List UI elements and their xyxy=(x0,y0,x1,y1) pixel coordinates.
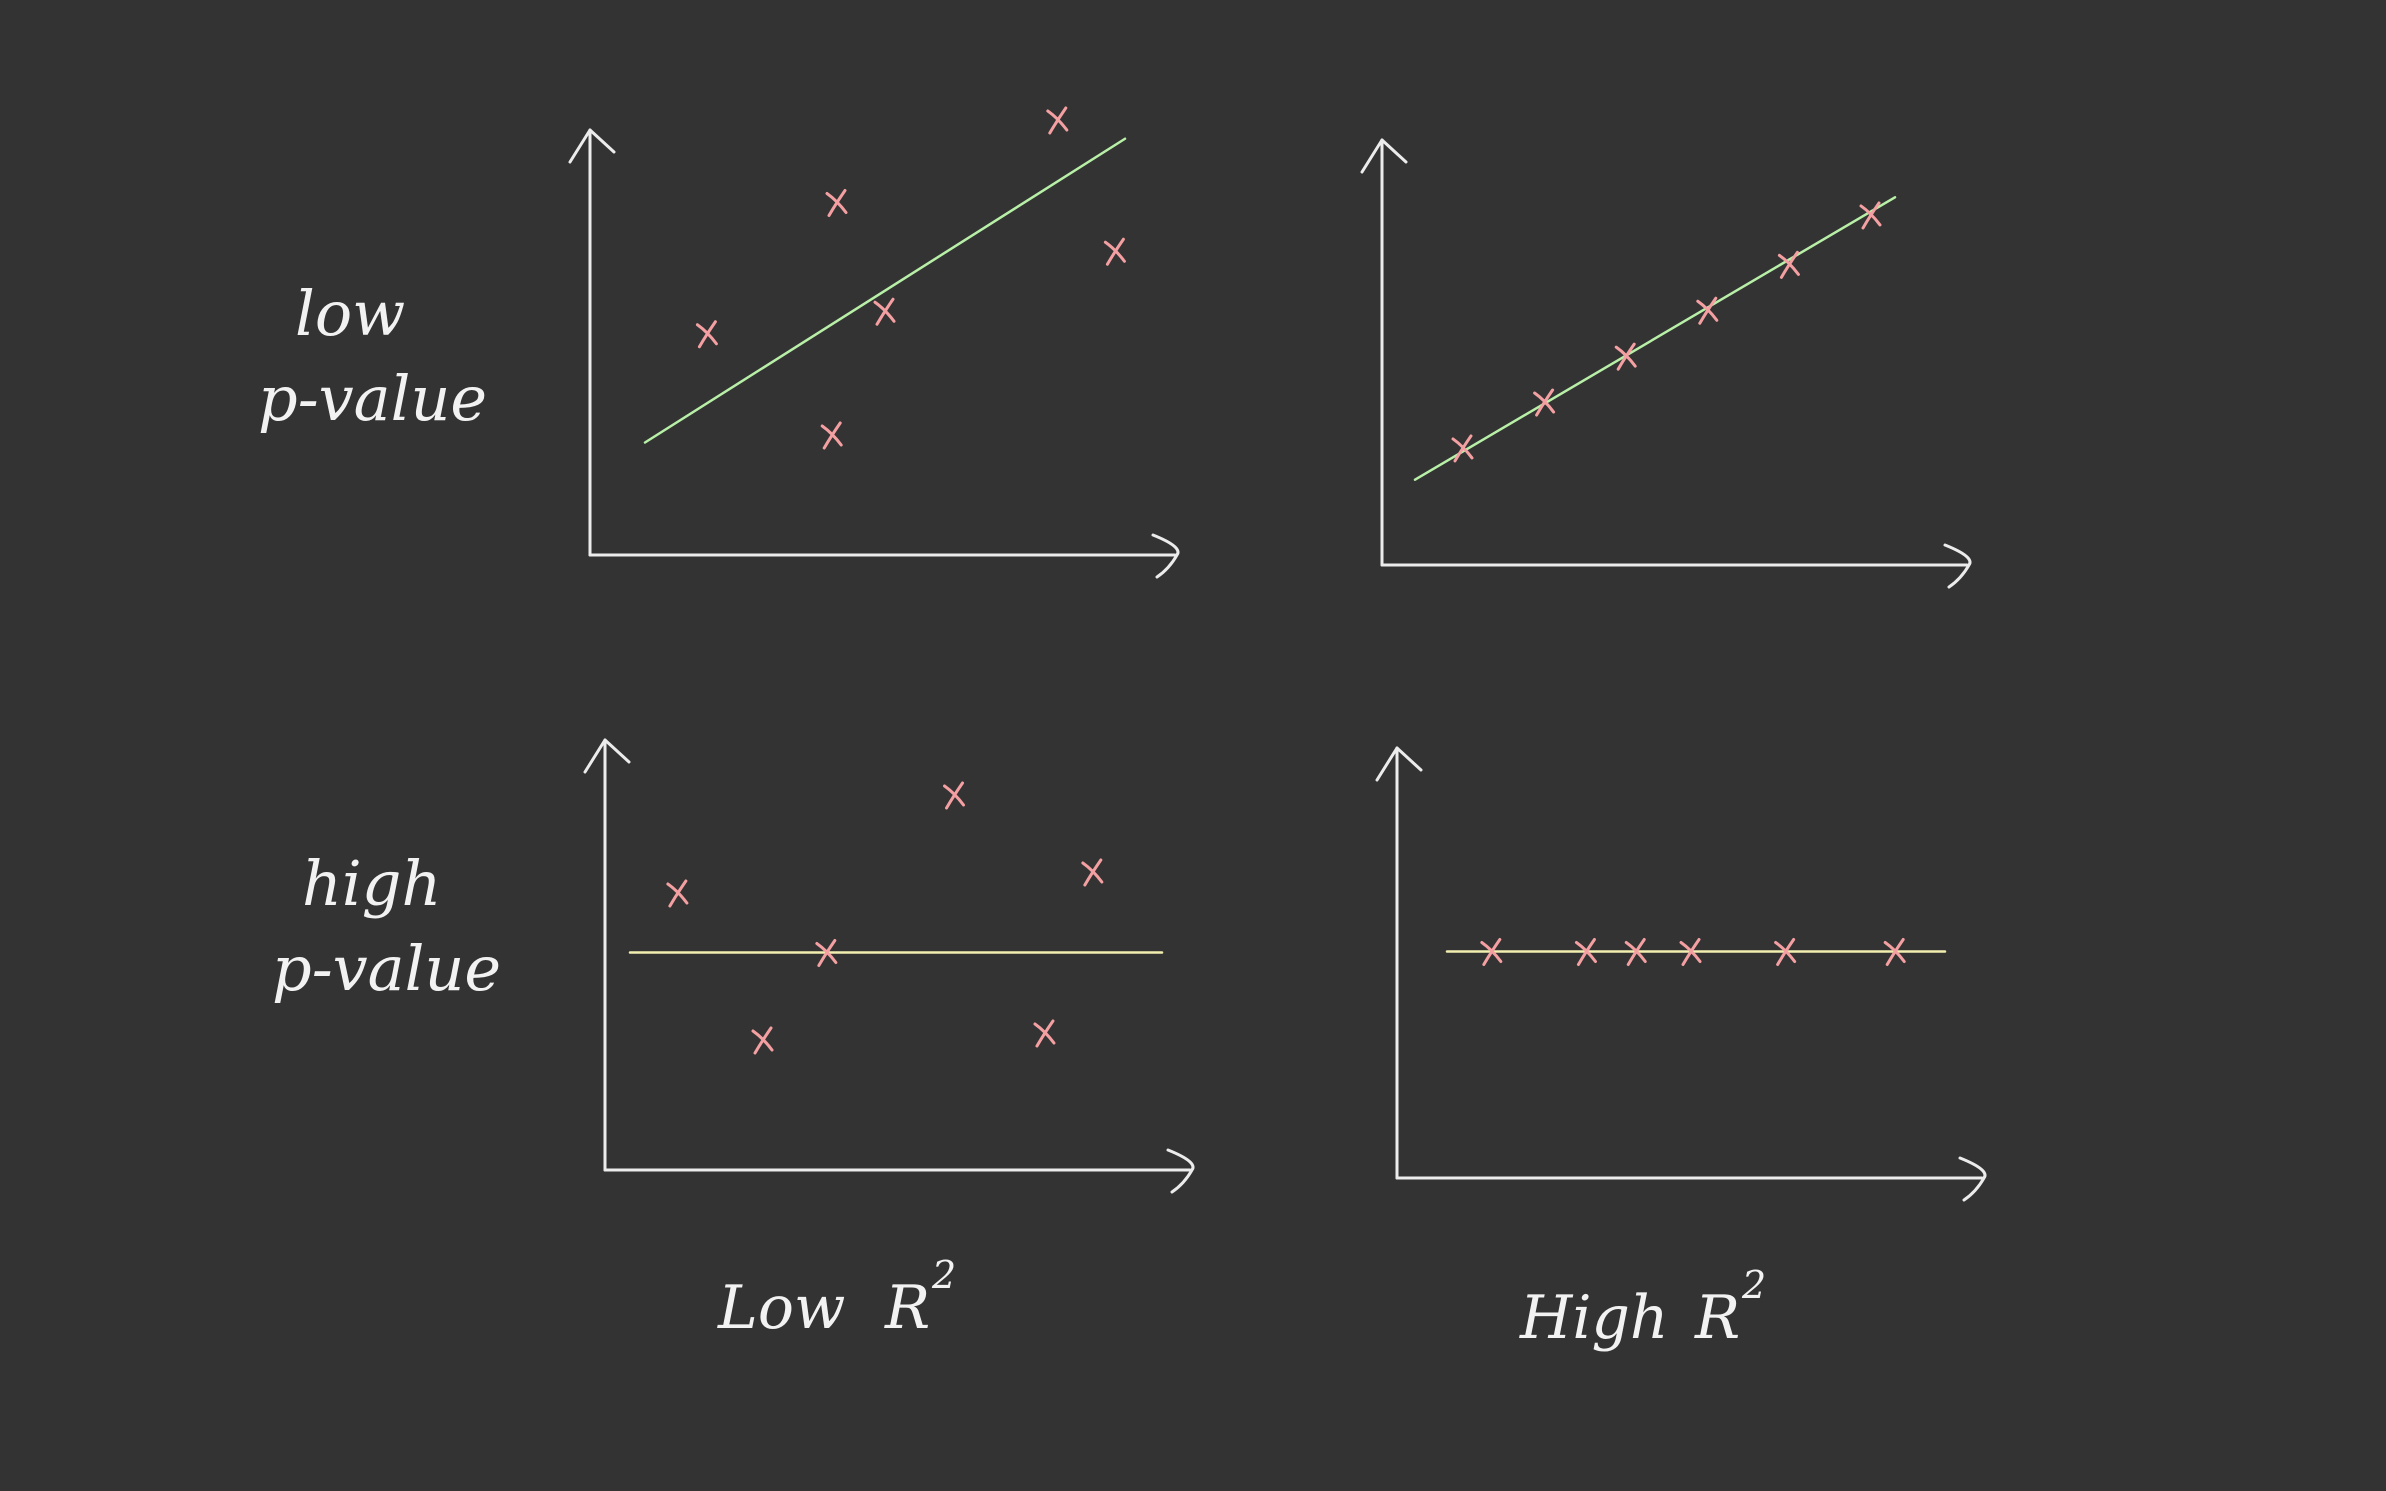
y-axis-arrow xyxy=(1375,746,1423,782)
scatter-panel-high-p-low-r2 xyxy=(583,738,1195,1194)
data-point-marker xyxy=(1774,938,1797,966)
data-point-marker xyxy=(1679,938,1702,966)
data-point-marker xyxy=(815,939,838,967)
data-point-marker xyxy=(1033,1019,1056,1048)
column-label-high-r2: High R 2 xyxy=(1519,1263,1766,1353)
row-label-low-p-value: low p-value xyxy=(258,277,487,435)
data-point-marker xyxy=(1777,250,1800,279)
data-point-marker xyxy=(1046,106,1069,135)
row-label-low-line2: p-value xyxy=(258,362,487,435)
data-point-marker xyxy=(1480,938,1503,966)
data-point-marker xyxy=(751,1026,774,1055)
data-point-marker xyxy=(1103,237,1126,266)
column-label-low-r2: Low R 2 xyxy=(717,1253,956,1343)
x-axis-arrow xyxy=(1151,533,1180,579)
y-axis-arrow xyxy=(568,128,616,164)
data-point-marker xyxy=(825,189,848,217)
fit-line xyxy=(643,137,1127,444)
column-label-high-text: High xyxy=(1519,1283,1669,1353)
data-point-marker xyxy=(1696,296,1719,325)
data-point-marker xyxy=(820,421,843,450)
y-axis-arrow xyxy=(1360,138,1408,174)
data-point-marker xyxy=(1883,938,1906,966)
data-point-marker xyxy=(873,297,896,326)
fit-line xyxy=(1413,196,1897,481)
data-point-marker xyxy=(943,781,966,810)
column-label-low-superscript: 2 xyxy=(931,1253,956,1297)
data-point-marker xyxy=(1533,388,1556,417)
data-point-marker xyxy=(666,879,689,908)
x-axis-arrow xyxy=(1958,1156,1987,1202)
row-label-high-p-value: high p-value xyxy=(272,847,501,1005)
y-axis-arrow xyxy=(583,738,631,774)
data-point-marker xyxy=(1574,938,1597,966)
data-point-marker xyxy=(1614,342,1637,371)
row-label-low-line1: low xyxy=(295,277,405,350)
data-point-marker xyxy=(695,320,718,349)
row-label-high-line1: high xyxy=(302,847,441,920)
data-point-marker xyxy=(1624,938,1647,966)
scatter-panel-high-p-high-r2 xyxy=(1375,746,1987,1202)
column-label-high-superscript: 2 xyxy=(1741,1263,1766,1307)
x-axis-arrow xyxy=(1166,1148,1195,1194)
data-point-marker xyxy=(1859,201,1882,230)
x-axis-arrow xyxy=(1943,543,1972,589)
row-label-high-line2: p-value xyxy=(272,932,501,1005)
column-label-high-symbol: R xyxy=(1694,1283,1740,1353)
scatter-panel-low-p-low-r2 xyxy=(568,106,1180,579)
column-label-low-symbol: R xyxy=(884,1273,930,1343)
data-point-marker xyxy=(1451,434,1474,463)
column-label-low-text: Low xyxy=(717,1273,845,1343)
data-point-marker xyxy=(1081,858,1104,887)
scatter-panel-low-p-high-r2 xyxy=(1360,138,1972,589)
